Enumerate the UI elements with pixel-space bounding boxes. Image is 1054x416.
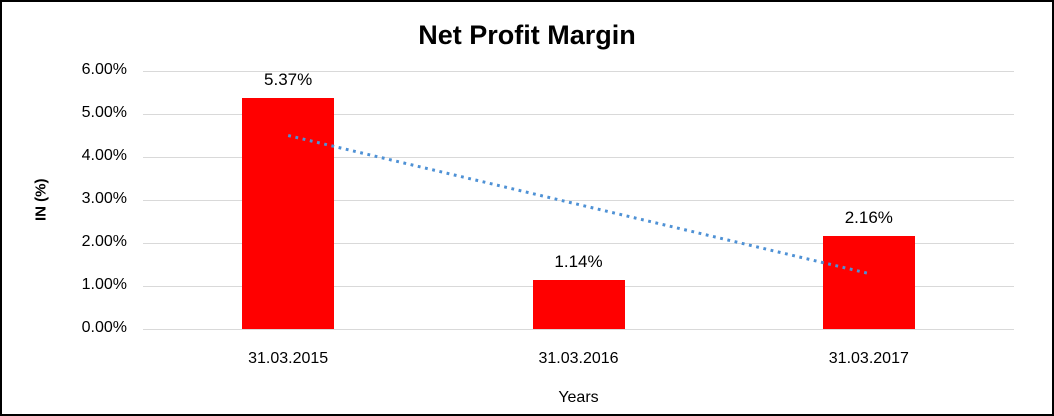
y-tick-label: 2.00% bbox=[81, 233, 127, 250]
gridline bbox=[143, 70, 1014, 72]
y-tick-label: 0.00% bbox=[81, 319, 127, 336]
trendline bbox=[287, 134, 870, 275]
gridline bbox=[143, 113, 1014, 115]
bar-data-label: 5.37% bbox=[264, 70, 313, 90]
x-category-label: 31.03.2017 bbox=[828, 350, 909, 367]
bar-31.03.2016 bbox=[532, 279, 625, 329]
gridline bbox=[143, 199, 1014, 201]
y-tick-label: 3.00% bbox=[81, 190, 127, 207]
bar-31.03.2017 bbox=[822, 236, 915, 329]
trendline-path bbox=[287, 134, 870, 275]
y-tick-label: 4.00% bbox=[81, 147, 127, 164]
plot-area: 5.37% 1.14% 2.16% bbox=[143, 70, 1014, 330]
x-axis-title: Years bbox=[558, 389, 599, 406]
x-category-label: 31.03.2015 bbox=[248, 350, 329, 367]
x-category-label: 31.03.2016 bbox=[538, 350, 619, 367]
chart-title: Net Profit Margin bbox=[418, 20, 636, 50]
bar-data-label: 2.16% bbox=[844, 208, 893, 228]
gridline bbox=[143, 242, 1014, 244]
gridline bbox=[143, 328, 1014, 330]
y-tick-label: 6.00% bbox=[81, 61, 127, 78]
bar-data-label: 1.14% bbox=[554, 251, 603, 271]
y-tick-label: 5.00% bbox=[81, 104, 127, 121]
gridline bbox=[143, 156, 1014, 158]
y-tick-label: 1.00% bbox=[81, 276, 127, 293]
